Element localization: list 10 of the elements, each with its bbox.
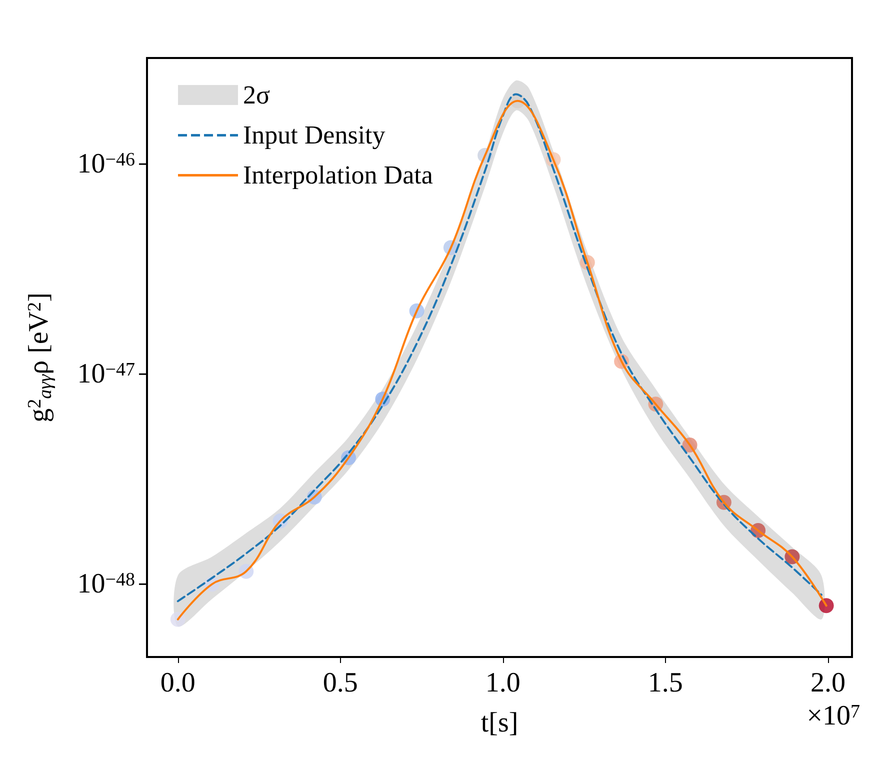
x-axis-title: t[s]	[480, 708, 518, 738]
x-tick-label: 1.5	[648, 668, 683, 698]
x-tick-label: 0.0	[160, 668, 196, 698]
x-tick-label: 2.0	[810, 668, 846, 698]
y-axis-title: g2aγγρ [eV2]	[24, 292, 56, 422]
x-tick-label: 0.5	[322, 668, 358, 698]
legend-label: Input Density	[243, 120, 386, 150]
x-tick-label: 1.0	[485, 668, 520, 698]
legend-label: Interpolation Data	[243, 160, 434, 190]
legend-label: 2σ	[243, 80, 270, 110]
